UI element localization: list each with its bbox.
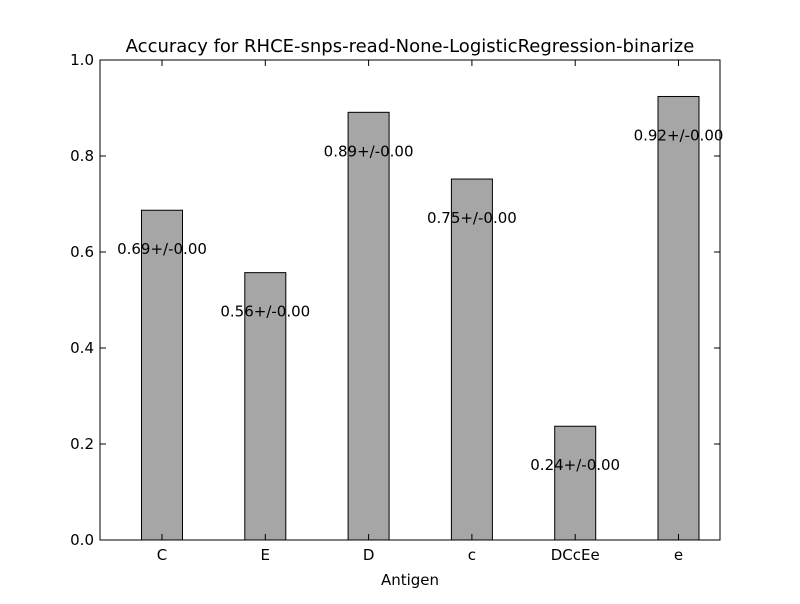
bars-layer [141, 95, 700, 541]
y-tick-label-4: 0.8 [70, 147, 94, 165]
y-tick-label-1: 0.2 [70, 435, 94, 453]
x-tick-label-DCcEe: DCcEe [551, 546, 600, 564]
y-tick-label-3: 0.6 [70, 243, 94, 261]
plot-frame [99, 59, 721, 541]
x-tick-label-c: c [468, 546, 476, 564]
bar-C [141, 209, 183, 541]
bar-c [450, 178, 493, 541]
data-label-D: 0.89+/-0.00 [324, 142, 414, 160]
bar-e [657, 95, 700, 541]
bar-D [347, 111, 390, 541]
y-tick-label-0: 0.0 [70, 531, 94, 549]
x-tick-label-e: e [674, 546, 683, 564]
y-tick-label-2: 0.4 [70, 339, 94, 357]
data-label-DCcEe: 0.24+/-0.00 [530, 456, 620, 474]
x-axis-label: Antigen [381, 571, 439, 589]
y-tick-label-5: 1.0 [70, 51, 94, 69]
x-tick-label-D: D [363, 546, 375, 564]
x-tick-label-E: E [261, 546, 270, 564]
x-tick-label-C: C [157, 546, 167, 564]
bar-DCcEe [554, 425, 597, 541]
bar-E [244, 272, 287, 541]
data-labels-layer: 0.69+/-0.00 0.56+/-0.00 0.89+/-0.00 0.75+/-… [117, 126, 723, 474]
data-label-E: 0.56+/-0.00 [220, 303, 310, 321]
data-label-e: 0.92+/-0.00 [634, 126, 724, 144]
data-label-c: 0.75+/-0.00 [427, 209, 517, 227]
data-label-C: 0.69+/-0.00 [117, 240, 207, 258]
chart-title: Accuracy for RHCE-snps-read-None-Logisti… [126, 36, 695, 57]
